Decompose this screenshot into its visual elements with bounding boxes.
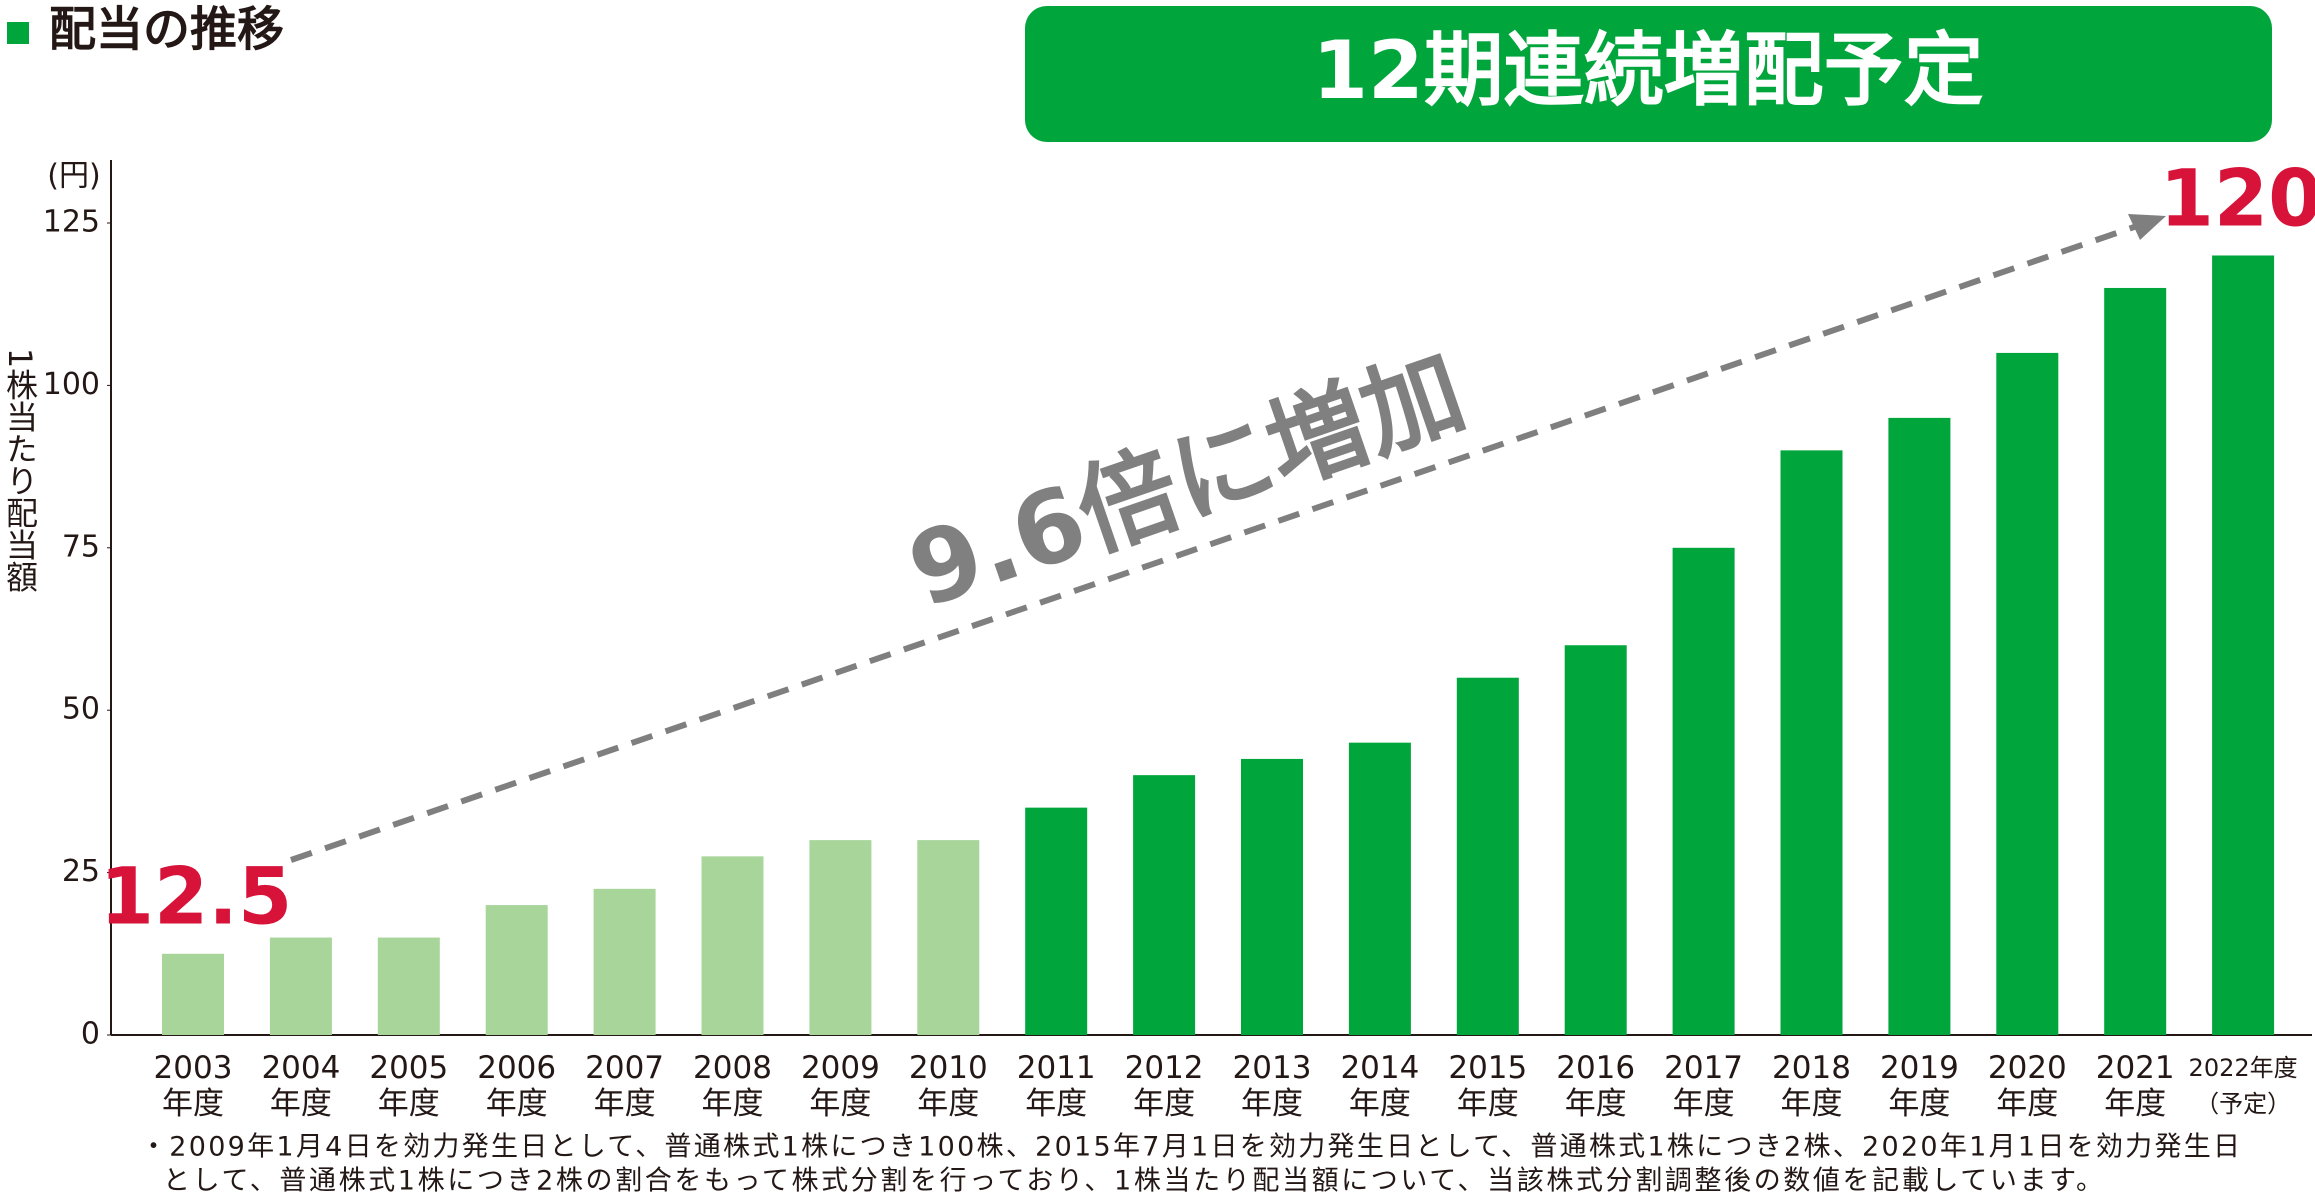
x-tick-label: 2014 年度 — [1340, 1050, 1420, 1122]
title-marker — [7, 22, 29, 44]
y-tick-label: 0 — [81, 1017, 100, 1052]
start-label: 12.5 — [100, 852, 292, 942]
x-tick-label: 2007 年度 — [585, 1050, 665, 1122]
x-tick-label: 2005 年度 — [369, 1050, 449, 1122]
bar — [1025, 807, 1088, 1035]
x-tick-label: 2021 年度 — [2095, 1050, 2175, 1122]
x-tick-label: 2019 年度 — [1879, 1050, 1959, 1122]
bar — [1564, 645, 1627, 1035]
x-tick-label: 2009 年度 — [800, 1050, 880, 1122]
y-tick-label: 125 — [43, 205, 100, 240]
bar — [377, 937, 440, 1035]
x-tick-label: 2022年度 （予定） — [2188, 1054, 2298, 1118]
bar — [1133, 775, 1196, 1035]
x-tick-label: 2006 年度 — [477, 1050, 557, 1122]
x-tick-label: 2011 年度 — [1016, 1050, 1096, 1122]
x-tick-label: 2008 年度 — [693, 1050, 772, 1122]
bar — [1996, 352, 2059, 1035]
bar — [2104, 287, 2167, 1036]
footnote: として、普通株式1株につき2株の割合をもって株式分割を行っており、1株当たり配当… — [163, 1166, 2103, 1197]
bar — [162, 953, 224, 1035]
x-tick-label: 2018 年度 — [1772, 1050, 1851, 1122]
arrow-head — [2128, 214, 2166, 240]
y-tick-label: 25 — [62, 854, 100, 889]
bar — [1672, 547, 1735, 1035]
x-tick-label: 2010 年度 — [908, 1050, 988, 1122]
bar — [1780, 450, 1843, 1035]
trend-arrow — [290, 222, 2141, 863]
bar — [701, 856, 764, 1035]
x-tick-label: 2015 年度 — [1448, 1050, 1528, 1122]
x-tick-label: 2017 年度 — [1664, 1050, 1744, 1122]
x-tick-label: 2012 年度 — [1124, 1050, 1204, 1122]
end-label: 120 — [2160, 154, 2315, 244]
y-tick-label: 50 — [62, 692, 100, 727]
x-tick-label: 2013 年度 — [1232, 1050, 1312, 1122]
bar — [1348, 742, 1411, 1035]
x-tick-label: 2003 年度 — [153, 1050, 233, 1122]
bar — [1241, 758, 1303, 1035]
footnote: ・2009年1月4日を効力発生日として、普通株式1株につき100株、2015年7… — [140, 1132, 2240, 1163]
bar — [809, 840, 872, 1035]
bar — [1456, 677, 1519, 1035]
x-tick-label: 2004 年度 — [261, 1050, 341, 1122]
y-unit: (円) — [47, 159, 100, 194]
bar — [917, 840, 980, 1035]
x-tick-label: 2016 年度 — [1556, 1050, 1636, 1122]
banner — [1025, 6, 2272, 142]
bar — [269, 937, 332, 1035]
bar — [485, 905, 548, 1035]
x-tick-label: 2020 年度 — [1987, 1050, 2067, 1122]
bar — [1888, 417, 1951, 1035]
y-axis-label: 1株当たり配当額 — [1, 348, 39, 593]
bar — [593, 888, 656, 1035]
bar — [2212, 255, 2275, 1036]
y-tick-label: 75 — [62, 529, 100, 564]
y-tick-label: 100 — [43, 367, 100, 402]
banner-text: 12期連続増配予定 — [1312, 24, 1983, 117]
page-title: 配当の推移 — [49, 3, 284, 58]
